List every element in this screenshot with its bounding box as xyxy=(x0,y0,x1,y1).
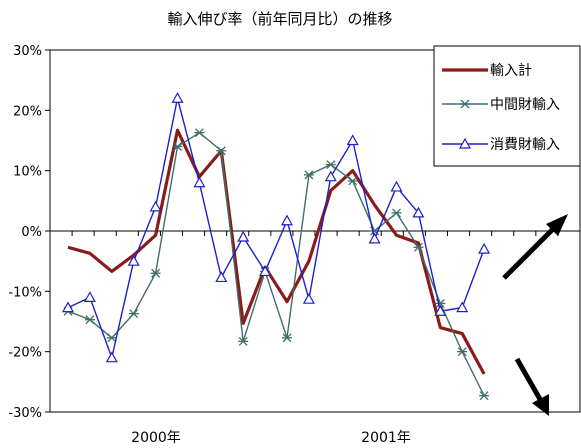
y-tick-label: 30% xyxy=(13,44,42,59)
series-1 xyxy=(67,128,486,375)
legend-item: 消費財輸入 xyxy=(442,137,560,153)
data-point xyxy=(237,230,250,242)
series-3 xyxy=(61,92,491,363)
data-point xyxy=(302,292,315,304)
data-point xyxy=(150,268,161,278)
series-line xyxy=(67,97,485,359)
y-tick-label: -20% xyxy=(8,346,42,361)
data-point xyxy=(84,315,95,325)
x-period-label: 2001年 xyxy=(361,430,411,446)
arrow-up-icon xyxy=(502,214,568,280)
data-point xyxy=(346,134,359,146)
chart-title: 輸入伸び率（前年同月比）の推移 xyxy=(167,10,392,28)
data-point xyxy=(105,351,118,363)
data-point xyxy=(434,305,447,316)
plot-area: -30% -20% -10% 0% 10% 20% 30% xyxy=(8,44,581,421)
data-point xyxy=(303,170,314,180)
data-point xyxy=(412,206,425,218)
legend-label: 輸入計 xyxy=(490,63,532,79)
data-point xyxy=(193,176,206,188)
data-point xyxy=(457,347,468,357)
x-period-labels: 2000年 2001年 xyxy=(131,430,411,446)
series-line xyxy=(67,128,486,375)
legend-item: 輸入計 xyxy=(442,63,532,79)
data-point xyxy=(149,200,162,212)
data-point xyxy=(368,232,381,244)
legend-item: 中間財輸入 xyxy=(442,97,560,113)
legend-marker xyxy=(460,99,470,109)
data-point xyxy=(347,176,358,186)
trend-arrows xyxy=(502,214,568,416)
data-point xyxy=(238,336,249,346)
series-line xyxy=(67,131,485,397)
x-axis-ticks xyxy=(49,231,559,236)
data-point xyxy=(456,301,469,313)
data-point xyxy=(83,291,96,302)
data-point xyxy=(390,180,403,192)
data-point xyxy=(478,242,491,254)
data-point xyxy=(215,271,228,283)
y-axis: -30% -20% -10% 0% 10% 20% 30% xyxy=(8,44,50,421)
series-layer xyxy=(61,92,491,401)
x-period-label: 2000年 xyxy=(131,430,181,446)
data-point xyxy=(172,142,183,151)
data-point xyxy=(128,309,139,319)
data-point xyxy=(479,391,490,401)
legend-box xyxy=(433,45,581,167)
legend-marker xyxy=(458,137,472,149)
y-tick-label: -30% xyxy=(8,406,42,421)
data-point xyxy=(216,146,227,156)
data-point xyxy=(413,242,424,252)
data-point xyxy=(106,333,117,343)
y-tick-label: 0% xyxy=(21,225,42,240)
series-2 xyxy=(63,128,490,401)
y-tick-label: 10% xyxy=(13,165,42,180)
y-tick-label: 20% xyxy=(13,104,42,119)
arrow-down-icon xyxy=(514,357,549,416)
data-point xyxy=(127,254,140,266)
data-point xyxy=(391,208,402,218)
data-point xyxy=(325,160,336,170)
data-point xyxy=(61,301,75,313)
data-point xyxy=(324,170,337,182)
y-tick-label: -10% xyxy=(8,285,42,300)
legend-label: 消費財輸入 xyxy=(490,137,560,153)
data-point xyxy=(259,265,272,277)
legend-label: 中間財輸入 xyxy=(490,97,560,113)
data-point xyxy=(282,333,292,343)
data-point xyxy=(171,92,184,103)
data-point xyxy=(194,128,205,138)
data-point xyxy=(280,214,294,226)
